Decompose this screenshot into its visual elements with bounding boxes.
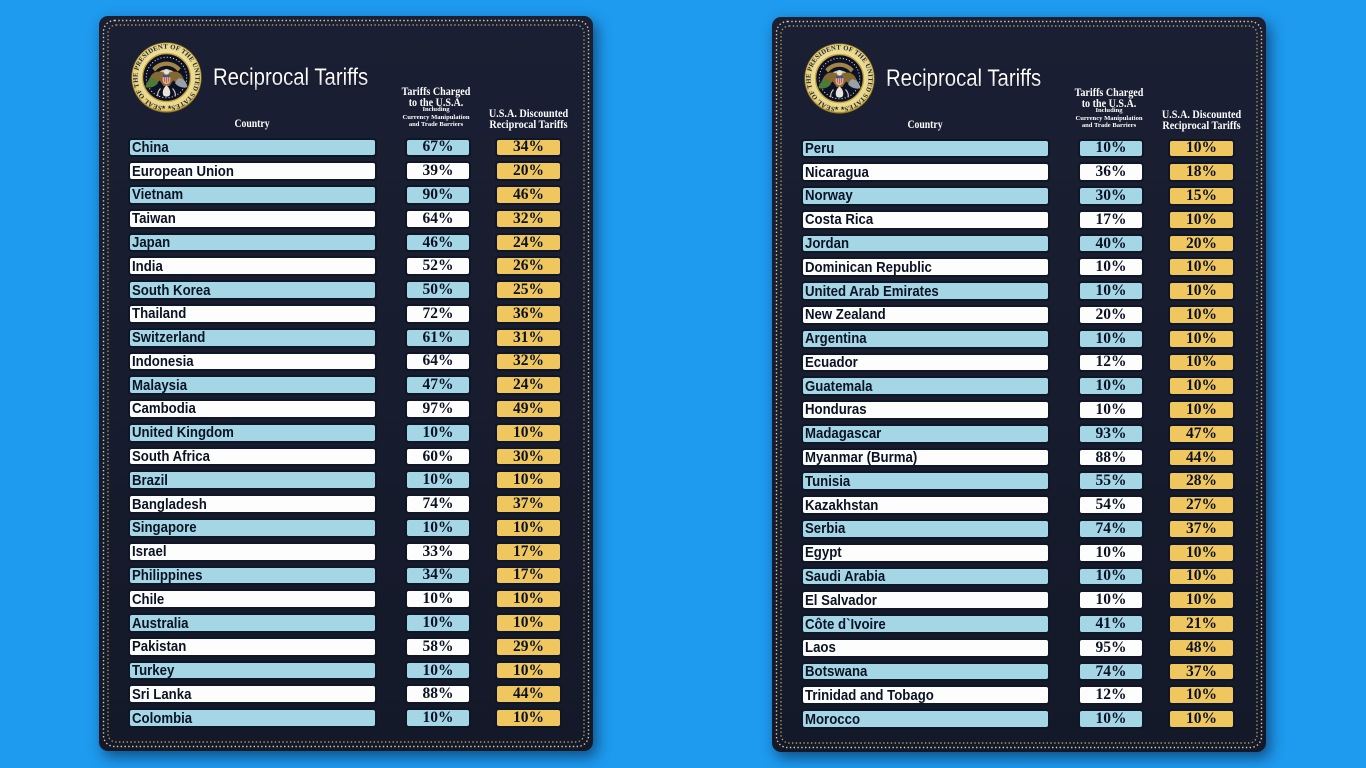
svg-text:★ ★: ★ ★	[834, 106, 845, 112]
svg-text:★ ★: ★ ★	[161, 105, 172, 111]
